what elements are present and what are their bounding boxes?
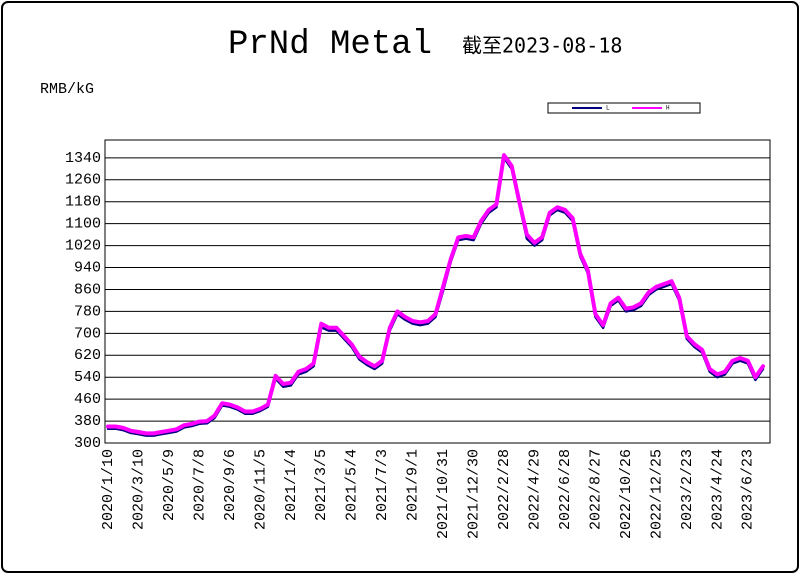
plot-area — [104, 139, 771, 444]
x-tick-label: 2021/3/5 — [313, 449, 330, 521]
chart-subtitle: 截至2023-08-18 — [462, 34, 622, 58]
x-tick-label: 2021/1/4 — [283, 449, 300, 521]
x-tick-label: 2022/6/28 — [557, 449, 574, 530]
x-tick-label: 2020/7/8 — [191, 449, 208, 521]
y-tick-label: 1020 — [65, 238, 101, 255]
y-tick-label: 780 — [74, 303, 101, 320]
x-tick-label: 2023/6/23 — [740, 449, 757, 530]
y-tick-label: 300 — [74, 435, 101, 452]
x-tick-label: 2022/8/27 — [587, 449, 604, 530]
series-line — [106, 153, 765, 436]
x-tick-label: 2020/5/9 — [161, 449, 178, 521]
x-tick-label: 2020/1/10 — [100, 449, 117, 530]
x-tick-label: 2021/9/1 — [405, 449, 422, 521]
y-tick-label: 700 — [74, 325, 101, 342]
y-tick-label: 1100 — [65, 216, 101, 233]
x-tick-label: 2023/2/23 — [679, 449, 696, 530]
y-tick-label: 1260 — [65, 172, 101, 189]
x-tick-label: 2020/3/10 — [130, 449, 147, 530]
x-tick-label: 2021/10/31 — [435, 449, 452, 539]
y-tick-label: 460 — [74, 391, 101, 408]
y-tick-label: 1340 — [65, 150, 101, 167]
x-tick-label: 2020/9/6 — [222, 449, 239, 521]
y-tick-label: 1180 — [65, 194, 101, 211]
x-tick-label: 2022/12/25 — [648, 449, 665, 539]
x-tick-label: 2022/4/29 — [526, 449, 543, 530]
legend-label: L — [606, 105, 610, 112]
legend — [547, 102, 701, 114]
x-tick-label: 2021/12/30 — [466, 449, 483, 539]
x-tick-label: 2021/7/3 — [374, 449, 391, 521]
y-tick-label: 860 — [74, 281, 101, 298]
chart-title: PrNd Metal — [228, 26, 432, 64]
legend-label: H — [666, 105, 670, 112]
x-tick-label: 2022/2/28 — [496, 449, 513, 530]
x-tick-label: 2023/4/24 — [709, 449, 726, 530]
y-tick-label: 540 — [74, 369, 101, 386]
y-tick-label: 380 — [74, 413, 101, 430]
x-tick-label: 2021/5/4 — [344, 449, 361, 521]
y-axis-label: RMB/kG — [40, 81, 94, 98]
x-tick-label: 2020/11/5 — [252, 449, 269, 530]
y-tick-label: 620 — [74, 347, 101, 364]
y-tick-label: 940 — [74, 259, 101, 276]
x-tick-label: 2022/10/26 — [618, 449, 635, 539]
